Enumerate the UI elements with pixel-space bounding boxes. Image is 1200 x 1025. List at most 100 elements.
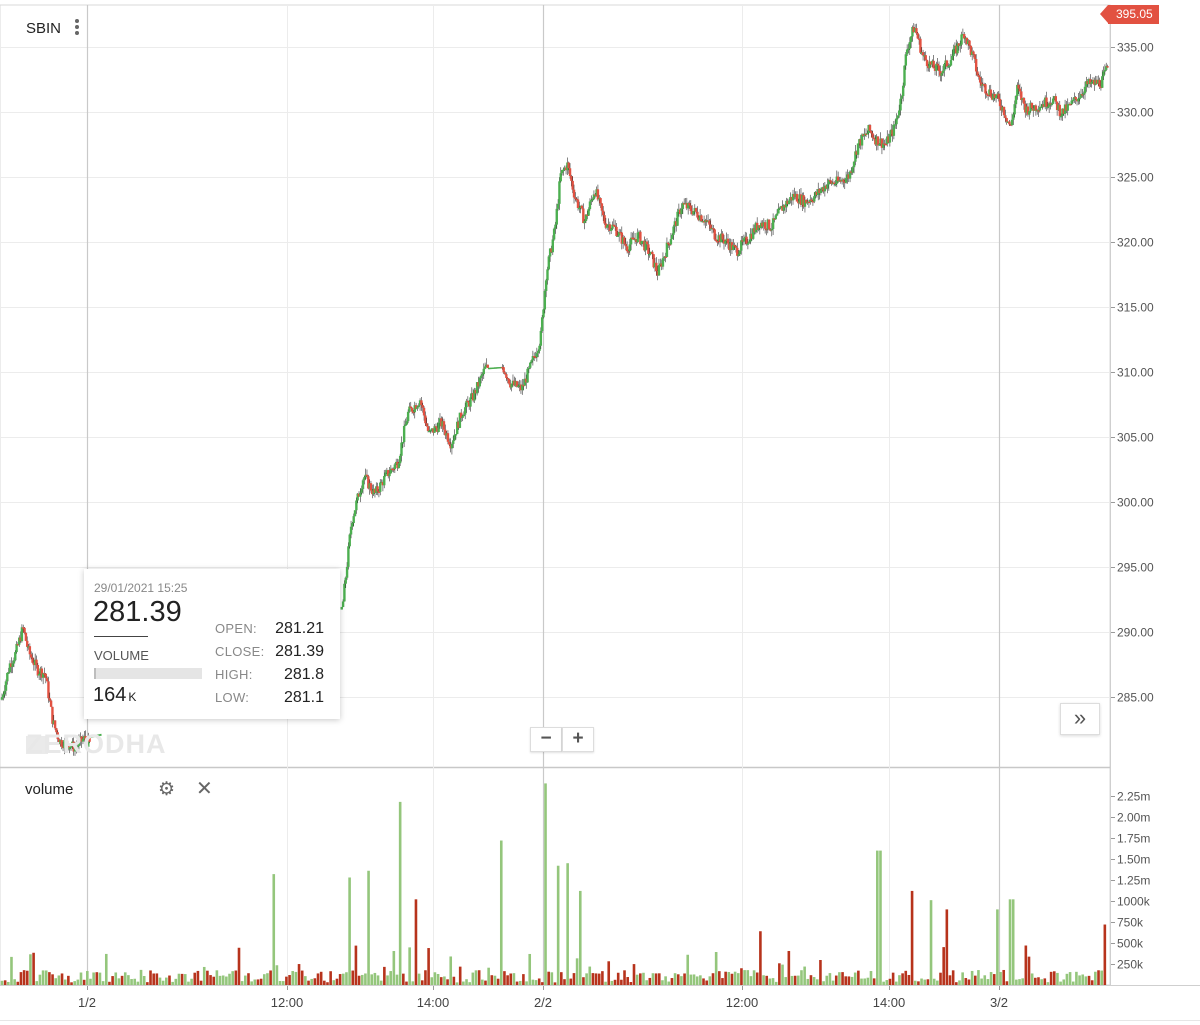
volume-bar-down [288, 975, 291, 985]
volume-bar-up [367, 870, 370, 985]
candle-up [535, 353, 539, 358]
volume-bar-down [553, 982, 557, 985]
price-axis-label: 335.00 [1117, 41, 1154, 55]
candle-down [974, 58, 978, 72]
volume-bar-up [76, 979, 80, 985]
scroll-to-latest-button[interactable]: » [1060, 703, 1100, 735]
gear-icon[interactable]: ⚙ [158, 779, 176, 800]
volume-bar-down [951, 970, 955, 985]
volume-bar-up [977, 970, 980, 985]
volume-bar-down [152, 973, 155, 985]
volume-bar-up [929, 900, 933, 985]
candle-up [68, 747, 71, 750]
candle-up [483, 366, 487, 369]
volume-bar-up [244, 975, 247, 985]
volume-bar-up [86, 971, 89, 985]
volume-bar-down [926, 979, 930, 985]
candle-down [503, 372, 507, 375]
candle-up [854, 151, 857, 162]
candle-up [465, 400, 468, 408]
volume-bar-down [269, 970, 272, 985]
candle-up [461, 416, 464, 418]
candle-up [441, 421, 444, 427]
candle-down [446, 433, 450, 442]
volume-bar-up [970, 970, 974, 985]
candle-down [884, 143, 888, 146]
volume-bar-down [601, 971, 604, 985]
candle-down [1009, 124, 1012, 126]
candle-up [372, 488, 375, 495]
candle-up [518, 384, 521, 386]
candle-up [7, 672, 10, 674]
volume-bar-down [48, 972, 51, 985]
candle-down [1026, 106, 1030, 115]
volume-bar-up [370, 974, 374, 985]
candle-up [710, 228, 714, 230]
candle-up [12, 660, 16, 664]
candle-up [724, 240, 727, 244]
tooltip-high-label: HIGH: [215, 667, 253, 682]
volume-bar-up [73, 981, 76, 985]
volume-bar-up [651, 973, 655, 985]
candle-up [1066, 104, 1069, 111]
candle-up [659, 263, 662, 266]
candle-down [533, 356, 536, 358]
candle-down [10, 663, 13, 667]
zoom-in-button[interactable]: + [562, 727, 594, 752]
candle-down [608, 224, 612, 231]
candle-down [730, 242, 734, 250]
candle-down [376, 486, 379, 492]
candle-up [886, 136, 889, 144]
candle-up [751, 228, 755, 239]
candle-up [590, 199, 593, 202]
volume-bar-down [458, 966, 462, 985]
candle-down [574, 197, 577, 199]
candle-down [807, 201, 811, 204]
candle-up [1043, 97, 1047, 107]
candle-up [748, 241, 751, 244]
candle-down [414, 405, 418, 409]
volume-bar-up [92, 972, 95, 985]
close-icon[interactable]: ✕ [196, 778, 213, 800]
candle-up [416, 406, 419, 409]
candle-down [929, 61, 933, 65]
candle-up [1097, 79, 1100, 84]
candle-up [81, 738, 85, 742]
volume-bar-down [1087, 975, 1091, 985]
chart-menu-icon[interactable] [70, 17, 84, 39]
time-axis-label: 14:00 [417, 995, 450, 1010]
candle-down [745, 236, 748, 244]
candle-up [609, 228, 613, 231]
candle-up [1014, 95, 1018, 105]
volume-bar-down [477, 970, 481, 985]
candle-down [619, 232, 622, 234]
price-gap-segment [89, 733, 102, 739]
candle-down [733, 244, 736, 247]
candle-up [1061, 108, 1064, 116]
volume-bar-down [82, 979, 86, 985]
candle-down [989, 89, 992, 97]
candle-down [424, 415, 427, 424]
candle-down [1062, 108, 1065, 114]
candle-down [1086, 81, 1089, 85]
candle-down [390, 468, 394, 471]
candle-down [369, 483, 373, 491]
candle-down [26, 640, 29, 647]
zoom-out-button[interactable]: − [530, 727, 562, 752]
volume-bar-up [1094, 971, 1097, 985]
volume-bar-up [161, 980, 165, 985]
candle-down [985, 93, 988, 95]
volume-bar-down [992, 974, 996, 985]
candle-down [460, 412, 463, 418]
candle-down [602, 210, 605, 216]
volume-bar-up [1078, 975, 1081, 985]
candle-up [1102, 71, 1105, 77]
tooltip-open-value: 281.21 [275, 620, 324, 637]
chart-frame [0, 4, 1111, 986]
volume-bar-up [689, 974, 693, 985]
candle-up [819, 190, 823, 194]
candle-down [714, 239, 718, 242]
volume-bar-up [114, 972, 118, 985]
candle-down [1069, 103, 1072, 106]
